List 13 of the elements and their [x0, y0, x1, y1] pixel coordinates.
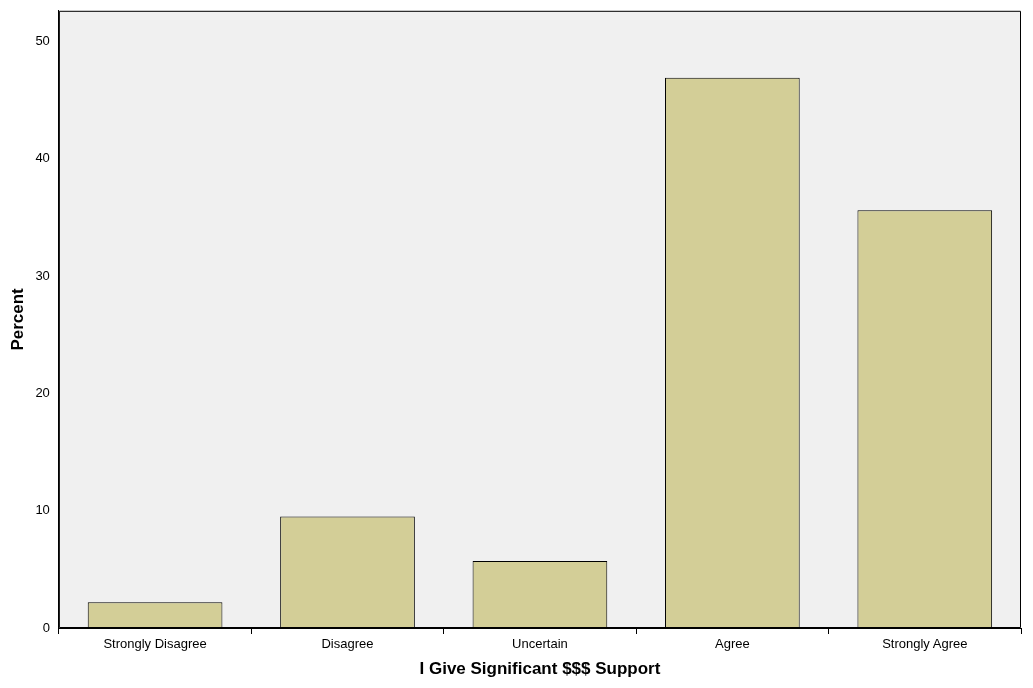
x-tick-label: Uncertain: [512, 636, 568, 652]
y-tick-label: 30: [35, 267, 50, 283]
y-tick-label: 0: [42, 619, 50, 635]
y-tick-label: 40: [35, 150, 50, 166]
y-axis-title: Percent: [7, 287, 27, 351]
y-tick-label: 20: [35, 384, 50, 400]
x-tick-label: Strongly Agree: [882, 636, 968, 652]
x-tick-label: Disagree: [321, 636, 374, 652]
x-tick-label: Strongly Disagree: [103, 636, 207, 652]
x-tick-label: Agree: [715, 636, 750, 652]
y-tick-label: 50: [35, 32, 50, 48]
y-tick-label: 10: [35, 502, 50, 518]
x-axis-title: I Give Significant $$$ Support: [419, 659, 661, 679]
